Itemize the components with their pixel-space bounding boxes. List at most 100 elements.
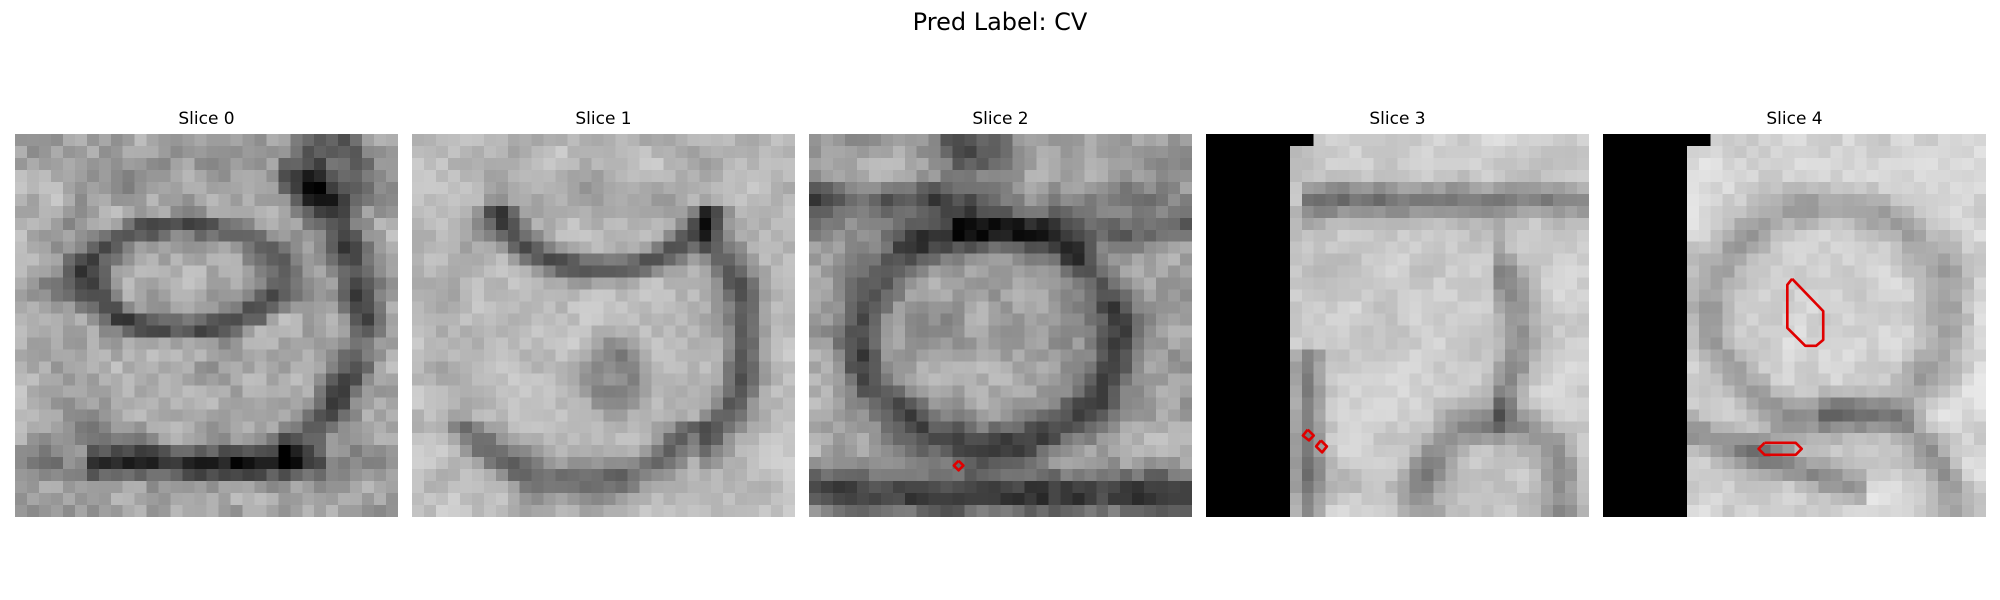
pixel-cell: [1325, 397, 1338, 410]
pixel-cell: [1541, 229, 1554, 242]
pixel-cell: [723, 337, 736, 350]
pixel-cell: [759, 373, 772, 386]
pixel-cell: [1469, 145, 1482, 159]
pixel-cell: [1517, 481, 1530, 494]
pixel-cell: [976, 205, 989, 219]
pixel-cell: [290, 145, 303, 159]
pixel-cell: [1241, 277, 1255, 290]
pixel-cell: [747, 373, 760, 386]
pixel-cell: [844, 217, 858, 230]
pixel-cell: [1072, 337, 1085, 350]
pixel-cell: [374, 409, 387, 422]
pixel-cell: [1301, 217, 1314, 230]
pixel-cell: [362, 349, 375, 362]
pixel-cell: [615, 481, 628, 494]
pixel-cell: [1000, 409, 1013, 422]
pixel-cell: [1529, 277, 1542, 290]
pixel-cell: [1313, 181, 1326, 195]
pixel-cell: [326, 169, 339, 183]
pixel-cell: [1206, 361, 1219, 374]
pixel-cell: [1108, 217, 1121, 230]
pixel-cell: [1481, 457, 1494, 470]
pixel-cell: [1782, 181, 1795, 195]
pixel-cell: [50, 385, 64, 398]
pixel-cell: [1493, 457, 1506, 470]
pixel-cell: [771, 421, 784, 434]
pixel-cell: [483, 241, 497, 254]
pixel-cell: [314, 493, 327, 506]
pixel-cell: [1349, 445, 1362, 458]
pixel-cell: [531, 313, 544, 326]
pixel-cell: [110, 493, 123, 506]
pixel-cell: [62, 265, 76, 278]
pixel-cell: [1878, 229, 1891, 242]
pixel-cell: [1505, 253, 1518, 266]
pixel-cell: [856, 134, 870, 147]
pixel-cell: [1866, 409, 1879, 422]
pixel-cell: [1373, 457, 1386, 470]
pixel-cell: [531, 469, 544, 482]
pixel-cell: [362, 433, 375, 446]
pixel-cell: [1361, 505, 1374, 517]
pixel-cell: [1409, 229, 1422, 242]
pixel-cell: [1830, 337, 1843, 350]
pixel-cell: [759, 409, 772, 422]
pixel-cell: [374, 265, 387, 278]
pixel-cell: [1686, 313, 1699, 326]
pixel-cell: [1926, 193, 1939, 207]
pixel-cell: [1277, 301, 1291, 314]
pixel-cell: [1626, 193, 1640, 207]
pixel-cell: [591, 289, 604, 302]
pixel-cell: [1084, 169, 1097, 183]
pixel-cell: [1878, 349, 1891, 362]
pixel-cell: [495, 325, 508, 338]
pixel-cell: [1469, 373, 1482, 386]
pixel-cell: [170, 385, 183, 398]
pixel-cell: [338, 181, 351, 195]
pixel-cell: [38, 469, 52, 482]
pixel-cell: [1974, 301, 1986, 314]
pixel-cell: [1325, 205, 1338, 219]
pixel-cell: [555, 145, 568, 159]
pixel-cell: [1108, 277, 1121, 290]
pixel-cell: [868, 193, 882, 207]
pixel-cell: [868, 505, 882, 517]
pixel-cell: [1950, 217, 1963, 230]
pixel-cell: [1048, 301, 1061, 314]
pixel-cell: [38, 253, 52, 266]
pixel-cell: [1710, 337, 1723, 350]
pixel-cell: [832, 181, 846, 195]
pixel-cell: [459, 433, 473, 446]
pixel-cell: [1710, 169, 1723, 183]
pixel-cell: [1818, 157, 1831, 171]
pixel-cell: [1084, 289, 1097, 302]
pixel-cell: [1638, 373, 1652, 386]
pixel-cell: [1217, 241, 1231, 254]
pixel-cell: [290, 313, 303, 326]
pixel-cell: [771, 457, 784, 470]
pixel-cell: [1144, 421, 1157, 434]
pixel-cell: [447, 134, 461, 147]
pixel-cell: [1517, 373, 1530, 386]
pixel-cell: [1650, 277, 1664, 290]
pixel-cell: [507, 277, 520, 290]
pixel-cell: [940, 325, 953, 338]
pixel-cell: [1120, 337, 1133, 350]
pixel-cell: [1890, 169, 1903, 183]
pixel-cell: [1746, 421, 1759, 434]
pixel-cell: [1409, 469, 1422, 482]
pixel-cell: [1926, 181, 1939, 195]
pixel-cell: [350, 277, 363, 290]
pixel-cell: [531, 157, 544, 171]
pixel-cell: [1036, 481, 1049, 494]
pixel-cell: [531, 409, 544, 422]
pixel-cell: [1265, 157, 1279, 171]
pixel-cell: [110, 337, 123, 350]
pixel-cell: [86, 361, 100, 374]
pixel-cell: [940, 241, 953, 254]
pixel-cell: [1253, 445, 1267, 458]
pixel-cell: [495, 145, 508, 159]
pixel-cell: [170, 361, 183, 374]
pixel-cell: [1734, 289, 1747, 302]
pixel-cell: [1024, 277, 1037, 290]
